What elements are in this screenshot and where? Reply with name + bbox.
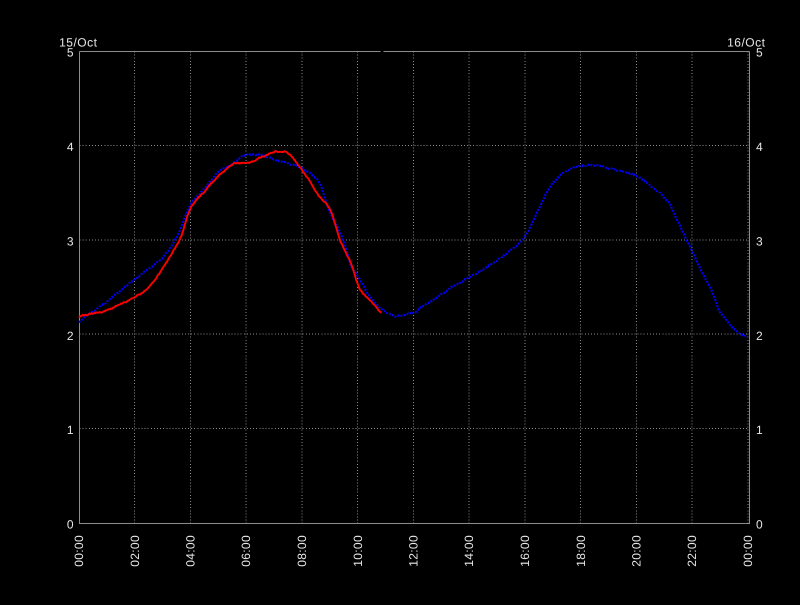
svg-text:0: 0	[756, 518, 763, 532]
svg-text:22:00: 22:00	[685, 535, 699, 567]
svg-text:00:00: 00:00	[741, 535, 755, 567]
svg-text:2: 2	[67, 329, 74, 343]
svg-text:06:00: 06:00	[239, 535, 253, 567]
svg-text:20:00: 20:00	[630, 535, 644, 567]
svg-text:10:00: 10:00	[351, 535, 365, 567]
svg-text:3: 3	[756, 234, 763, 248]
svg-text:4: 4	[756, 140, 763, 154]
svg-text:0: 0	[67, 518, 74, 532]
svg-text:08:00: 08:00	[295, 535, 309, 567]
svg-text:04:00: 04:00	[184, 535, 198, 567]
svg-text:5: 5	[756, 46, 763, 60]
svg-text:12:00: 12:00	[407, 535, 421, 567]
svg-text:1: 1	[756, 423, 763, 437]
svg-text:4: 4	[67, 140, 74, 154]
svg-text:14:00: 14:00	[462, 535, 476, 567]
svg-text:16/Oct: 16/Oct	[727, 36, 766, 50]
svg-text:02:00: 02:00	[128, 535, 142, 567]
svg-text:18:00: 18:00	[574, 535, 588, 567]
svg-text:5: 5	[67, 46, 74, 60]
svg-text:1: 1	[67, 423, 74, 437]
svg-text:3: 3	[67, 234, 74, 248]
svg-text:16:00: 16:00	[518, 535, 532, 567]
svg-text:15/Oct: 15/Oct	[59, 36, 98, 50]
svg-text:00:00: 00:00	[72, 535, 86, 567]
svg-text:2: 2	[756, 329, 763, 343]
